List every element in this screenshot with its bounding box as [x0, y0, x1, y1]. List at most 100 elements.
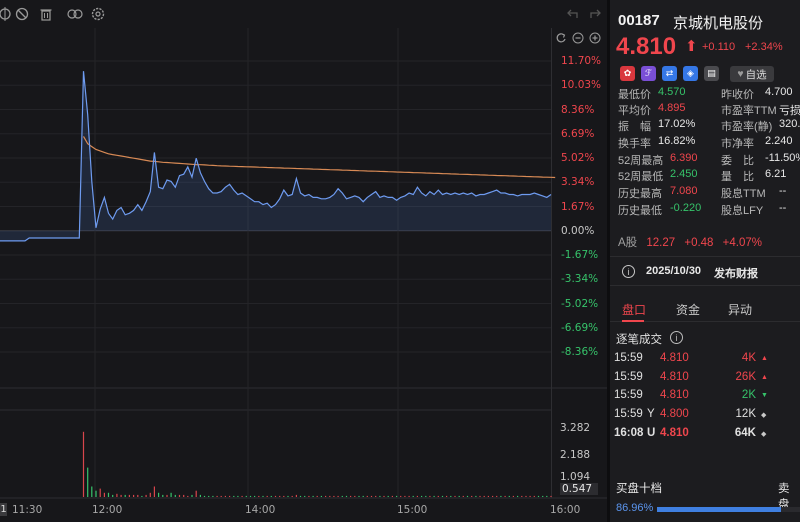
volume-bar — [195, 490, 197, 497]
quote-value: 17.02% — [658, 118, 696, 130]
volume-bar — [462, 495, 464, 497]
info-icon: i — [622, 265, 635, 278]
active-tab-indicator — [622, 320, 644, 322]
volume-bar — [458, 495, 460, 497]
stock-name: 京城机电股份 — [673, 15, 764, 32]
redo-icon[interactable] — [587, 5, 605, 23]
volume-bar — [370, 495, 373, 497]
volume-bar — [383, 495, 385, 497]
volume-bar — [162, 494, 164, 497]
percent-tick-label: 1.67% — [561, 200, 595, 213]
tick-row[interactable]: 16:08 U 4.810 64K ◆ — [610, 427, 800, 445]
price-change: +0.110 — [702, 41, 736, 53]
undo-icon[interactable] — [563, 5, 581, 23]
quote-stat-left: 历史最高 7.080 — [618, 185, 698, 201]
volume-bar — [454, 495, 456, 497]
tick-row[interactable]: 15:59 4.810 26K ▲ — [610, 371, 800, 389]
tab-order-book[interactable]: 盘口 — [622, 303, 647, 317]
quote-value: -- — [779, 202, 787, 214]
shuffle-icon[interactable]: ⇄ — [662, 66, 677, 81]
crosshair-icon[interactable] — [0, 5, 14, 23]
no-entry-icon[interactable] — [13, 5, 31, 23]
volume-bar — [471, 495, 473, 497]
add-watchlist-button[interactable]: ♥ 自选 — [730, 66, 774, 82]
quote-value: 4.570 — [658, 86, 686, 98]
volume-bar — [400, 495, 402, 497]
percent-tick-label: 8.36% — [561, 103, 595, 116]
volume-bar — [304, 495, 306, 497]
volume-bar — [270, 495, 272, 497]
margin-icon[interactable]: ℱ — [641, 66, 656, 81]
volume-bar — [187, 495, 189, 497]
volume-bar — [475, 495, 477, 497]
quote-value: -0.220 — [670, 202, 702, 214]
ticks-title: 逐笔成交 — [616, 334, 662, 346]
intraday-chart-pane: 11.70% 10.03% 8.36% 6.69% 5.02% 3.34% 1.67% 0.0… — [0, 0, 607, 522]
volume-bar — [333, 495, 335, 497]
panel-divider[interactable] — [607, 0, 610, 522]
volume-bar — [158, 492, 160, 497]
quote-value: 6.390 — [670, 152, 698, 164]
heart-icon: ♥ — [737, 68, 744, 80]
settings-icon[interactable] — [89, 5, 107, 23]
volume-bar — [546, 495, 548, 497]
a-share-row[interactable]: A股 12.27 +0.48 +4.07% — [618, 234, 768, 250]
volume-bar — [329, 495, 331, 497]
quote-label: 委 比 — [721, 155, 754, 167]
volume-bar — [525, 495, 527, 497]
a-share-price: 12.27 — [646, 237, 676, 249]
link-icon[interactable] — [66, 5, 84, 23]
volume-bar — [325, 495, 327, 497]
quote-stat-left: 换手率 16.82% — [618, 135, 695, 151]
volume-bar — [441, 495, 444, 497]
quote-stat-left: 历史最低 -0.220 — [618, 202, 701, 218]
volume-tick-label: 1.094 — [560, 471, 591, 483]
tab-capital[interactable]: 资金 — [676, 303, 701, 317]
info-icon[interactable]: i — [670, 331, 683, 344]
notice-date: 2025/10/30 — [646, 265, 702, 277]
quote-stat-right: 市净率 2.240 — [721, 135, 793, 151]
volume-bar — [174, 494, 176, 497]
calendar-icon[interactable]: ▤ — [704, 66, 719, 81]
buy-ratio-bar — [657, 507, 782, 512]
quote-label: 换手率 — [618, 138, 651, 150]
chart-canvas[interactable] — [0, 0, 607, 522]
volume-bar — [82, 431, 85, 497]
quote-label: 市盈率(静) — [721, 121, 773, 133]
volume-bar — [542, 495, 544, 497]
quote-label: 最低价 — [618, 89, 651, 101]
zoom-in-icon[interactable] — [588, 31, 602, 45]
buy-ratio: 86.96% — [616, 502, 654, 514]
time-tick-label: 16:00 — [550, 504, 581, 516]
percent-tick-label: 3.34% — [561, 176, 595, 189]
tick-row[interactable]: 15:59 4.810 4K ▲ — [610, 352, 800, 370]
tag-icon[interactable]: ◈ — [683, 66, 698, 81]
volume-bar — [345, 495, 348, 497]
tick-direction-icon: ◆ — [761, 431, 767, 438]
quote-stat-right: 量 比 6.21 — [721, 168, 786, 184]
tick-row[interactable]: 15:59 Y 4.800 12K ◆ — [610, 408, 800, 426]
trash-icon[interactable] — [37, 5, 55, 23]
volume-bar — [446, 495, 448, 497]
quote-panel: 00187 京城机电股份 4.810 ⬆ +0.110 +2.34% ✿ ℱ ⇄… — [610, 0, 800, 522]
volume-bar — [183, 494, 185, 497]
volume-bar — [429, 495, 431, 497]
percent-tick-label: -6.69% — [561, 321, 599, 334]
tick-volume: 26K — [735, 371, 756, 383]
volume-bar — [137, 494, 139, 497]
tab-movement[interactable]: 异动 — [728, 303, 753, 317]
quote-label: 市净率 — [721, 138, 754, 150]
percent-tick-label: -3.34% — [561, 273, 599, 286]
volume-bar — [245, 495, 247, 497]
quote-value: 6.21 — [765, 168, 787, 180]
tick-row[interactable]: 15:59 4.810 2K ▼ — [610, 389, 800, 407]
tick-direction-icon: ▲ — [761, 374, 768, 381]
tick-direction-icon: ▼ — [761, 392, 768, 399]
earnings-notice[interactable]: i 2025/10/30 发布财报 — [610, 256, 800, 286]
hk-flag-icon[interactable]: ✿ — [620, 66, 635, 81]
volume-bar — [241, 495, 243, 497]
quote-value: 320. — [779, 118, 800, 130]
volume-bar — [220, 495, 222, 497]
reset-view-icon[interactable] — [554, 31, 568, 45]
zoom-out-icon[interactable] — [571, 31, 585, 45]
